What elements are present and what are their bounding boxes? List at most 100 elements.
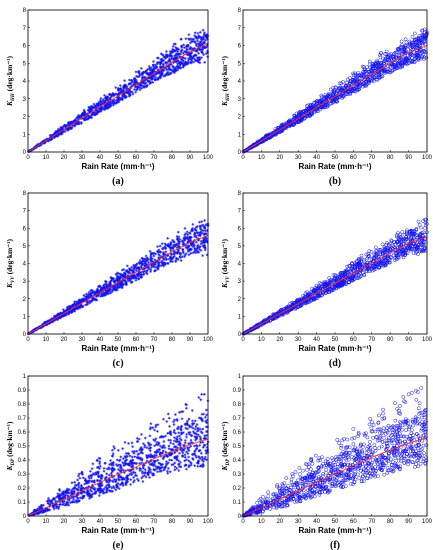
data-point	[196, 250, 199, 254]
data-point	[403, 246, 408, 251]
data-point	[172, 69, 176, 72]
data-point	[183, 253, 187, 257]
data-point	[126, 87, 130, 91]
y-tick-label: 5	[23, 61, 27, 67]
data-point	[58, 313, 61, 316]
data-point	[118, 474, 121, 477]
data-point	[419, 249, 424, 254]
data-point	[122, 90, 125, 94]
data-point	[178, 237, 182, 241]
data-point	[131, 274, 135, 278]
data-point	[53, 318, 57, 322]
data-point	[170, 245, 174, 249]
data-point	[424, 240, 428, 245]
data-point	[286, 304, 290, 309]
data-point	[139, 271, 143, 274]
data-point	[76, 305, 80, 309]
data-point	[183, 459, 187, 463]
data-point	[420, 32, 424, 37]
data-point	[112, 103, 115, 107]
data-point	[95, 108, 99, 112]
data-point	[181, 247, 185, 251]
data-point	[415, 52, 420, 57]
data-point	[158, 244, 162, 248]
data-point	[71, 124, 74, 127]
data-point	[90, 116, 93, 120]
data-point	[137, 267, 141, 270]
data-point	[319, 105, 324, 110]
data-point	[107, 283, 111, 286]
panel-label: (d)	[329, 358, 341, 369]
data-point	[185, 435, 188, 439]
data-point	[146, 67, 150, 71]
data-point	[172, 61, 175, 65]
data-point	[159, 58, 163, 61]
data-point	[103, 279, 107, 283]
data-point	[80, 121, 83, 124]
data-point	[89, 114, 93, 118]
data-point	[166, 53, 170, 57]
data-point	[50, 498, 54, 502]
data-point	[410, 247, 414, 251]
data-point	[205, 445, 209, 449]
data-point	[98, 457, 102, 460]
data-point	[389, 54, 393, 58]
data-point	[118, 91, 122, 95]
data-point	[86, 117, 89, 121]
data-point	[391, 240, 396, 244]
data-point	[118, 466, 122, 469]
data-point	[152, 251, 156, 255]
data-point	[52, 135, 56, 138]
data-point	[131, 80, 134, 84]
data-point	[154, 65, 158, 68]
data-point	[343, 91, 348, 96]
data-point	[109, 102, 112, 106]
data-point	[112, 94, 116, 98]
data-point	[401, 47, 406, 52]
data-point	[113, 285, 116, 288]
data-point	[109, 471, 113, 475]
data-point	[170, 458, 174, 462]
data-point	[350, 264, 355, 269]
data-point	[116, 87, 120, 90]
data-point	[61, 490, 65, 494]
data-point	[164, 53, 168, 56]
data-point	[185, 230, 189, 234]
data-point	[145, 446, 149, 449]
y-tick-label: 2	[238, 297, 242, 303]
data-point	[41, 323, 45, 327]
data-point	[375, 77, 380, 82]
data-point	[203, 434, 207, 438]
data-point	[89, 293, 93, 296]
data-point	[107, 481, 111, 484]
data-point	[186, 248, 190, 252]
data-point	[306, 291, 311, 296]
data-point	[168, 50, 172, 53]
data-point	[88, 106, 92, 110]
data-point	[170, 55, 174, 59]
data-point	[354, 85, 359, 90]
data-point	[173, 250, 176, 254]
data-point	[146, 257, 150, 261]
data-point	[152, 73, 156, 77]
data-point	[107, 97, 111, 100]
data-point	[187, 57, 190, 60]
data-point	[179, 37, 183, 41]
data-point	[131, 270, 134, 274]
data-point	[393, 248, 398, 252]
data-point	[139, 82, 142, 86]
data-point	[204, 39, 207, 42]
data-point	[197, 238, 201, 242]
data-point	[169, 68, 173, 72]
data-point	[390, 69, 394, 74]
data-point	[181, 59, 185, 63]
data-point	[178, 451, 181, 455]
data-point	[107, 106, 111, 109]
data-point	[357, 258, 362, 263]
data-point	[103, 93, 106, 97]
data-point	[189, 46, 193, 50]
data-point	[156, 61, 160, 64]
data-point	[91, 111, 95, 115]
data-point	[203, 60, 207, 64]
data-point	[354, 73, 358, 77]
